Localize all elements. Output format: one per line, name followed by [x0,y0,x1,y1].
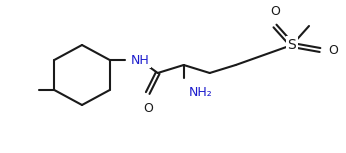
Text: O: O [328,43,338,56]
Text: O: O [143,102,153,115]
Text: NH₂: NH₂ [189,86,212,99]
Text: S: S [288,38,297,52]
Text: NH: NH [131,54,149,67]
Text: O: O [270,5,280,18]
